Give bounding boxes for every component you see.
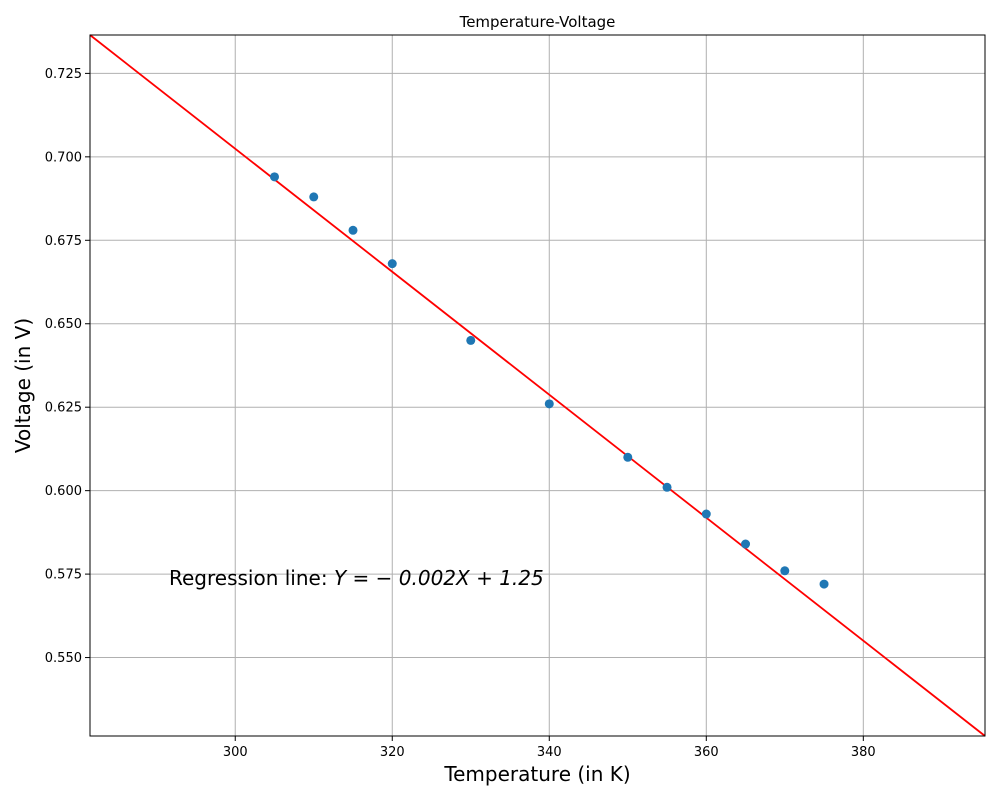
- y-tick-label: 0.550: [45, 651, 82, 666]
- y-tick-label: 0.675: [45, 234, 82, 249]
- regression-line: [89, 34, 986, 737]
- grid: [90, 35, 985, 736]
- y-tick-label: 0.600: [45, 484, 82, 499]
- data-point: [662, 482, 672, 492]
- data-point: [309, 192, 319, 202]
- y-tick-label: 0.650: [45, 317, 82, 332]
- y-axis-label: Voltage (in V): [11, 318, 35, 453]
- data-point: [544, 399, 554, 409]
- y-tick-label: 0.575: [45, 568, 82, 583]
- data-point: [269, 172, 279, 182]
- plot-frame: [89, 34, 986, 737]
- x-tick-label: 380: [851, 745, 876, 760]
- regression-annotation: Regression line: Y = − 0.002X + 1.25: [169, 566, 544, 590]
- chart-title: Temperature-Voltage: [459, 13, 616, 31]
- x-tick-label: 340: [537, 745, 562, 760]
- y-tick-label: 0.700: [45, 150, 82, 165]
- data-point: [623, 452, 633, 462]
- regression-layer: [89, 34, 986, 737]
- x-tick-label: 320: [380, 745, 405, 760]
- x-tick-label: 360: [694, 745, 719, 760]
- regression-annotation-equation: Y = − 0.002X + 1.25: [334, 566, 544, 590]
- x-axis-label: Temperature (in K): [443, 762, 630, 786]
- data-point: [348, 225, 358, 235]
- data-point: [701, 509, 711, 519]
- data-point: [387, 259, 397, 269]
- data-point: [819, 579, 829, 589]
- data-point: [741, 539, 751, 549]
- data-point: [780, 566, 790, 576]
- ticks: 300 320 340 360 380 0.550 0.575 0.600 0.625 0.650…: [45, 67, 876, 760]
- scatter-points: [269, 172, 829, 589]
- y-tick-label: 0.625: [45, 401, 82, 416]
- regression-annotation-prefix: Regression line:: [169, 566, 334, 590]
- x-tick-label: 300: [223, 745, 248, 760]
- y-tick-label: 0.725: [45, 67, 82, 82]
- data-point: [466, 335, 476, 345]
